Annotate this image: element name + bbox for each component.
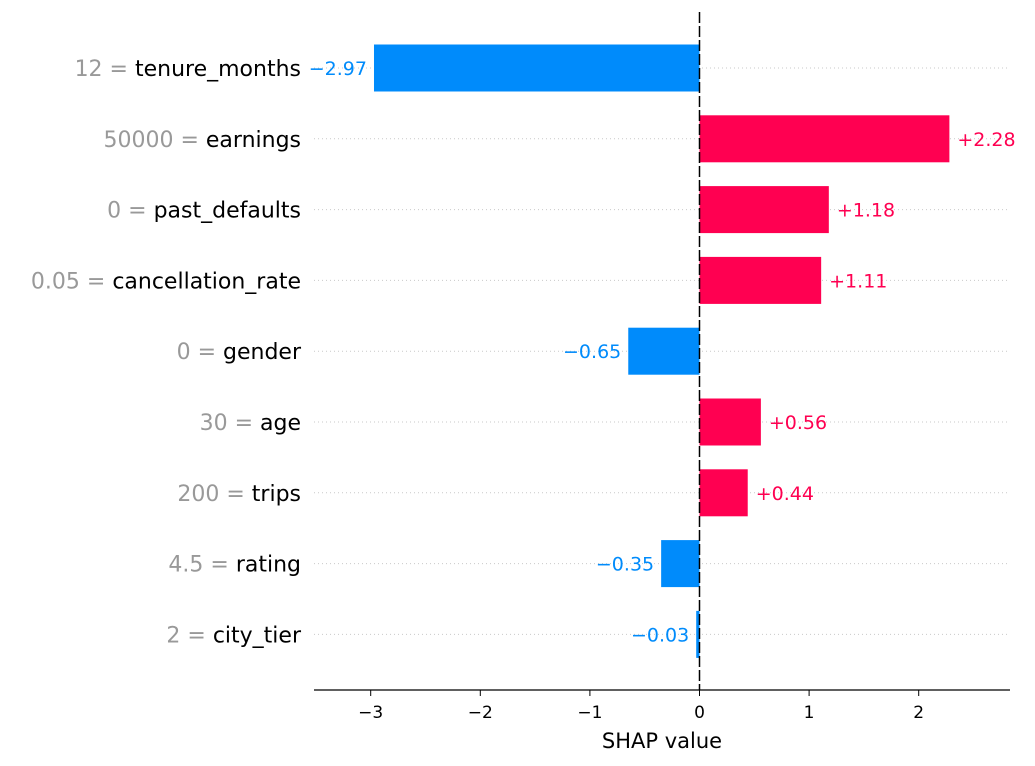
feature-label: 200 = trips (177, 482, 301, 507)
x-axis-title: SHAP value (602, 729, 722, 753)
x-tick-label: 1 (804, 703, 815, 723)
feature-label: 30 = age (200, 411, 301, 436)
feature-value: 50000 = (103, 128, 205, 153)
shap-bar (628, 327, 700, 375)
bar-value-label: +1.18 (837, 200, 895, 222)
shap-bar (661, 540, 700, 588)
shap-bar (699, 115, 950, 163)
bar-value-label: +0.44 (756, 483, 814, 505)
feature-label: 0 = past_defaults (107, 199, 301, 224)
feature-value: 2 = (166, 623, 212, 648)
feature-label: 0 = gender (177, 340, 302, 365)
x-tick-label: −3 (358, 703, 383, 723)
feature-value: 30 = (200, 411, 260, 436)
bar-value-label: +0.56 (769, 412, 827, 434)
shap-bar (699, 398, 761, 446)
shap-bar (699, 256, 822, 304)
bar-value-label: −0.65 (563, 341, 621, 363)
x-tick-label: 2 (913, 703, 924, 723)
shap-bar (699, 469, 748, 517)
feature-labels: 12 = tenure_months 50000 = earnings 0 = pa… (31, 57, 302, 648)
feature-name: earnings (206, 128, 301, 153)
bar-value-label: −0.35 (596, 554, 654, 576)
feature-name: rating (236, 553, 301, 578)
x-tick-label: 0 (694, 703, 705, 723)
feature-name: trips (252, 482, 301, 507)
feature-value: 0 = (107, 199, 153, 224)
feature-value: 0.05 = (31, 269, 112, 294)
bar-value-label: −2.97 (309, 58, 367, 80)
feature-label: 4.5 = rating (168, 553, 301, 578)
x-axis: −3 −2 −1 0 1 2 (314, 689, 1010, 723)
feature-label: 12 = tenure_months (75, 57, 301, 82)
feature-name: tenure_months (135, 57, 301, 82)
shap-bar (699, 186, 829, 234)
x-tick-label: −2 (468, 703, 493, 723)
feature-name: age (260, 411, 301, 436)
bar-value-label: +2.28 (957, 129, 1015, 151)
feature-name: cancellation_rate (112, 269, 301, 294)
feature-label: 2 = city_tier (166, 623, 302, 648)
feature-value: 0 = (177, 340, 223, 365)
shap-bar (373, 44, 700, 92)
feature-value: 12 = (75, 57, 135, 82)
feature-label: 50000 = earnings (103, 128, 301, 153)
feature-label: 0.05 = cancellation_rate (31, 269, 301, 294)
feature-name: city_tier (213, 623, 302, 648)
bar-value-label: +1.11 (829, 270, 887, 292)
feature-name: gender (223, 340, 302, 365)
feature-name: past_defaults (154, 199, 301, 224)
bar-value-labels: −2.97 +2.28 +1.18 +1.11 −0.65 +0.56 +0.44 −0.35… (309, 58, 1016, 646)
shap-bar (696, 610, 700, 658)
feature-value: 200 = (177, 482, 251, 507)
feature-value: 4.5 = (168, 553, 235, 578)
bar-value-label: −0.03 (631, 624, 689, 646)
x-tick-label: −1 (577, 703, 602, 723)
bars (373, 44, 950, 658)
